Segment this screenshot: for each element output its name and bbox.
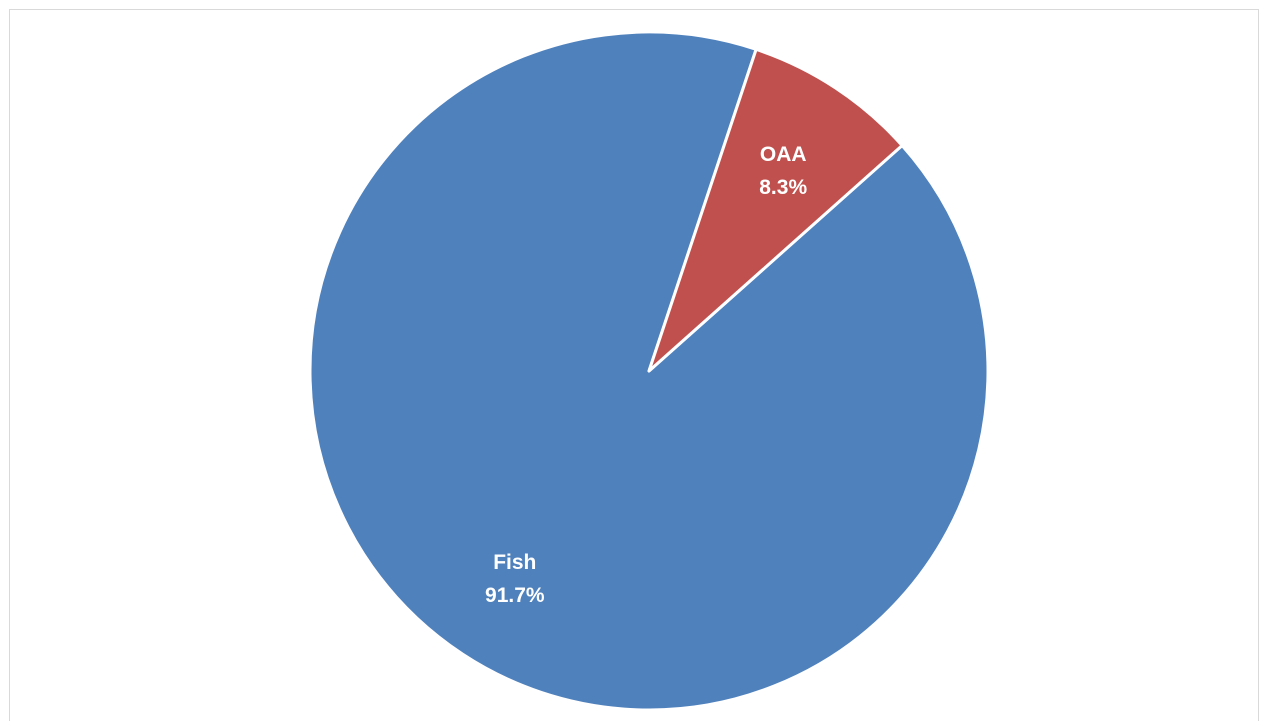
chart-area: Fish 91.7% OAA 8.3% [9, 9, 1259, 721]
slice-category-fish: Fish [493, 551, 536, 574]
pie-slice-oaa [647, 47, 904, 373]
pie-slices [308, 30, 990, 712]
slice-percent-fish: 91.7% [485, 584, 545, 607]
slice-labels: Fish 91.7% OAA 8.3% [485, 143, 807, 607]
slice-label-oaa: OAA 8.3% [759, 143, 807, 199]
slice-category-oaa: OAA [760, 143, 807, 166]
slice-label-fish: Fish 91.7% [485, 551, 545, 607]
pie-chart: Fish 91.7% OAA 8.3% [308, 30, 990, 712]
slice-percent-oaa: 8.3% [759, 176, 807, 199]
